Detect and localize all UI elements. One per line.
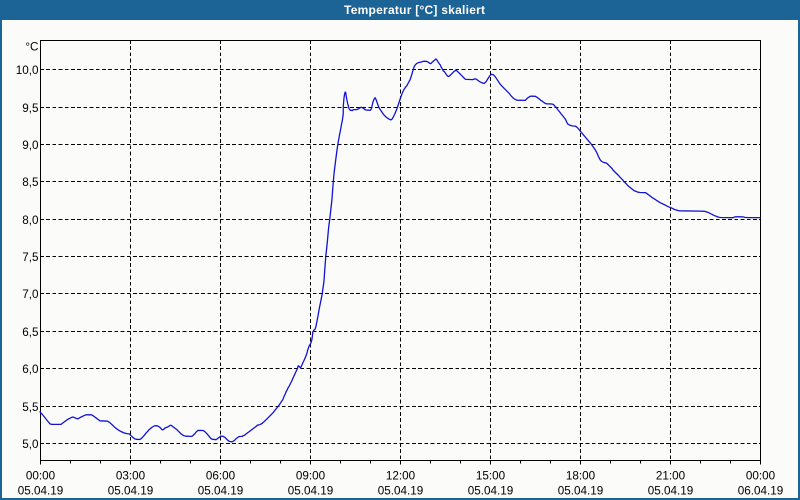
svg-text:6,5: 6,5	[22, 326, 39, 339]
svg-text:03:00: 03:00	[116, 470, 146, 483]
svg-text:06:00: 06:00	[206, 470, 236, 483]
svg-text:6,0: 6,0	[22, 363, 39, 376]
svg-text:05.04.19: 05.04.19	[558, 484, 604, 497]
svg-text:05.04.19: 05.04.19	[18, 484, 64, 497]
svg-text:7,5: 7,5	[22, 251, 39, 264]
svg-text:Temperatur [°C] skaliert: Temperatur [°C] skaliert	[344, 3, 485, 17]
svg-text:06.04.19: 06.04.19	[738, 484, 784, 497]
svg-text:05.04.19: 05.04.19	[198, 484, 244, 497]
svg-text:8,0: 8,0	[22, 214, 39, 227]
svg-text:12:00: 12:00	[386, 470, 416, 483]
svg-text:00:00: 00:00	[746, 470, 776, 483]
svg-text:05.04.19: 05.04.19	[378, 484, 424, 497]
svg-text:05.04.19: 05.04.19	[648, 484, 694, 497]
svg-text:8,5: 8,5	[22, 176, 39, 189]
svg-text:05.04.19: 05.04.19	[288, 484, 334, 497]
svg-text:21:00: 21:00	[656, 470, 686, 483]
svg-text:10,0: 10,0	[16, 64, 39, 77]
svg-text:15:00: 15:00	[476, 470, 506, 483]
svg-text:5,5: 5,5	[22, 401, 39, 414]
svg-text:00:00: 00:00	[26, 470, 56, 483]
svg-text:9,0: 9,0	[22, 139, 39, 152]
svg-text:9,5: 9,5	[22, 102, 39, 115]
svg-text:05.04.19: 05.04.19	[468, 484, 514, 497]
svg-text:09:00: 09:00	[296, 470, 326, 483]
svg-text:18:00: 18:00	[566, 470, 596, 483]
svg-text:05.04.19: 05.04.19	[108, 484, 154, 497]
svg-text:7,0: 7,0	[22, 288, 39, 301]
svg-text:5,0: 5,0	[22, 438, 39, 451]
svg-text:°C: °C	[25, 41, 38, 54]
